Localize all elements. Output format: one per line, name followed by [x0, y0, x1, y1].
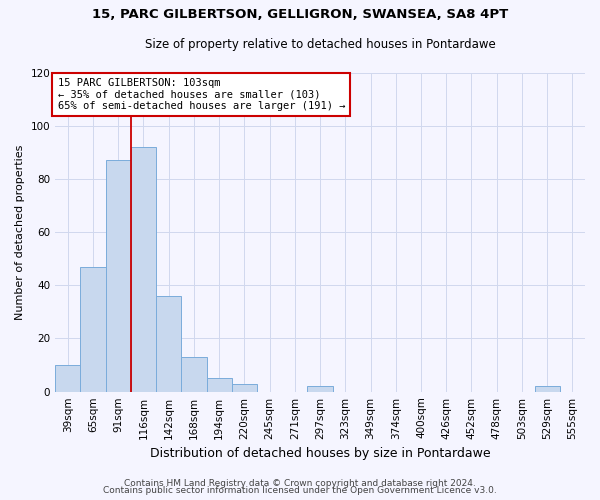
Bar [131, 147, 156, 392]
Text: Contains public sector information licensed under the Open Government Licence v3: Contains public sector information licen… [103, 486, 497, 495]
Text: 15 PARC GILBERTSON: 103sqm
← 35% of detached houses are smaller (103)
65% of sem: 15 PARC GILBERTSON: 103sqm ← 35% of deta… [58, 78, 345, 111]
Bar [55, 365, 80, 392]
X-axis label: Distribution of detached houses by size in Pontardawe: Distribution of detached houses by size … [150, 447, 490, 460]
Text: Contains HM Land Registry data © Crown copyright and database right 2024.: Contains HM Land Registry data © Crown c… [124, 478, 476, 488]
Bar [206, 378, 232, 392]
Bar [181, 357, 206, 392]
Title: Size of property relative to detached houses in Pontardawe: Size of property relative to detached ho… [145, 38, 496, 51]
Bar [535, 386, 560, 392]
Bar [156, 296, 181, 392]
Text: 15, PARC GILBERTSON, GELLIGRON, SWANSEA, SA8 4PT: 15, PARC GILBERTSON, GELLIGRON, SWANSEA,… [92, 8, 508, 20]
Bar [106, 160, 131, 392]
Bar [232, 384, 257, 392]
Y-axis label: Number of detached properties: Number of detached properties [15, 144, 25, 320]
Bar [307, 386, 332, 392]
Bar [80, 266, 106, 392]
